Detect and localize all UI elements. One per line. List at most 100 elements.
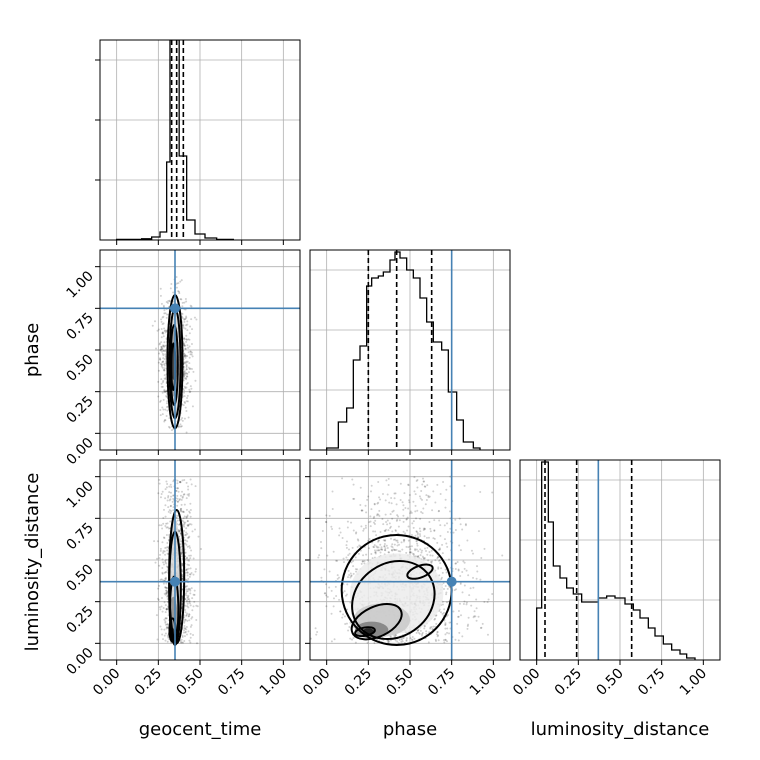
- sample-point: [190, 353, 193, 356]
- sample-point: [160, 346, 163, 349]
- sample-point: [167, 510, 170, 513]
- sample-point: [491, 491, 494, 494]
- sample-point: [167, 495, 170, 498]
- sample-point: [181, 305, 184, 308]
- panel-hist-geocent-time: [95, 39, 301, 245]
- sample-point: [341, 477, 344, 480]
- sample-point: [416, 509, 419, 512]
- sample-point: [465, 569, 468, 572]
- sample-point: [184, 604, 187, 607]
- sample-point: [185, 625, 188, 628]
- sample-point: [183, 338, 186, 341]
- sample-point: [443, 588, 446, 591]
- sample-point: [186, 493, 189, 496]
- sample-point: [413, 637, 416, 640]
- sample-point: [188, 338, 191, 341]
- sample-point: [166, 526, 169, 529]
- panel-content-scatter-geocent-time-vs-luminosity-distance: [100, 460, 300, 660]
- sample-point: [185, 579, 188, 582]
- sample-point: [431, 628, 434, 631]
- sample-point: [164, 419, 167, 422]
- sample-point: [170, 504, 173, 507]
- sample-point: [357, 552, 360, 555]
- sample-point: [161, 566, 164, 569]
- sample-point: [154, 320, 157, 323]
- sample-point: [436, 483, 439, 486]
- sample-point: [187, 351, 190, 354]
- sample-point: [176, 487, 179, 490]
- sample-point: [416, 629, 419, 632]
- sample-point: [189, 573, 192, 576]
- sample-point: [415, 530, 418, 533]
- sample-point: [176, 497, 179, 500]
- panel-content-scatter-geocent-time-vs-phase: [100, 250, 300, 450]
- sample-point: [403, 492, 406, 495]
- sample-point: [163, 358, 166, 361]
- sample-point: [437, 548, 440, 551]
- sample-point: [164, 576, 167, 579]
- sample-point: [180, 490, 183, 493]
- sample-point: [164, 621, 167, 624]
- sample-point: [183, 345, 186, 348]
- sample-point: [169, 483, 172, 486]
- histogram-step-luminosity-distance: [536, 461, 696, 660]
- sample-point: [192, 605, 195, 608]
- sample-point: [185, 363, 188, 366]
- sample-point: [395, 519, 398, 522]
- sample-point: [434, 638, 437, 641]
- sample-point: [180, 545, 183, 548]
- sample-point: [187, 567, 190, 570]
- sample-point: [164, 515, 167, 518]
- sample-point: [314, 627, 317, 630]
- sample-point: [162, 345, 165, 348]
- sample-point: [383, 549, 386, 552]
- sample-point: [181, 577, 184, 580]
- sample-point: [164, 559, 167, 562]
- sample-point: [391, 510, 394, 513]
- sample-point: [183, 353, 186, 356]
- sample-point: [414, 510, 417, 513]
- sample-point: [188, 493, 191, 496]
- sample-point: [373, 515, 376, 518]
- sample-point: [186, 600, 189, 603]
- sample-point: [160, 492, 163, 495]
- sample-point: [163, 419, 166, 422]
- sample-point: [414, 493, 417, 496]
- sample-point: [186, 375, 189, 378]
- sample-point: [161, 381, 164, 384]
- sample-point: [436, 631, 439, 634]
- sample-point: [165, 591, 168, 594]
- sample-point: [349, 576, 352, 579]
- sample-point: [161, 558, 164, 561]
- sample-point: [179, 509, 182, 512]
- sample-point: [378, 515, 381, 518]
- sample-point: [172, 509, 175, 512]
- sample-point: [419, 534, 422, 537]
- sample-point: [181, 563, 184, 566]
- ylabel-phase: phase: [22, 323, 43, 377]
- sample-point: [186, 563, 189, 566]
- sample-point: [463, 561, 466, 564]
- sample-point: [432, 490, 435, 493]
- sample-point: [444, 622, 447, 625]
- sample-point: [188, 391, 191, 394]
- sample-point: [187, 630, 190, 633]
- sample-point: [421, 498, 424, 501]
- sample-point: [454, 638, 457, 641]
- sample-point: [415, 548, 418, 551]
- sample-point: [163, 369, 166, 372]
- sample-point: [156, 597, 159, 600]
- sample-point: [165, 316, 168, 319]
- sample-point: [429, 554, 432, 557]
- sample-point: [444, 633, 447, 636]
- sample-point: [157, 328, 160, 331]
- sample-point: [395, 539, 398, 542]
- sample-point: [184, 611, 187, 614]
- sample-point: [155, 614, 158, 617]
- sample-point: [446, 627, 449, 630]
- sample-point: [164, 331, 167, 334]
- sample-point: [466, 625, 469, 628]
- sample-point: [166, 626, 169, 629]
- sample-point: [475, 577, 478, 580]
- sample-point: [394, 639, 397, 642]
